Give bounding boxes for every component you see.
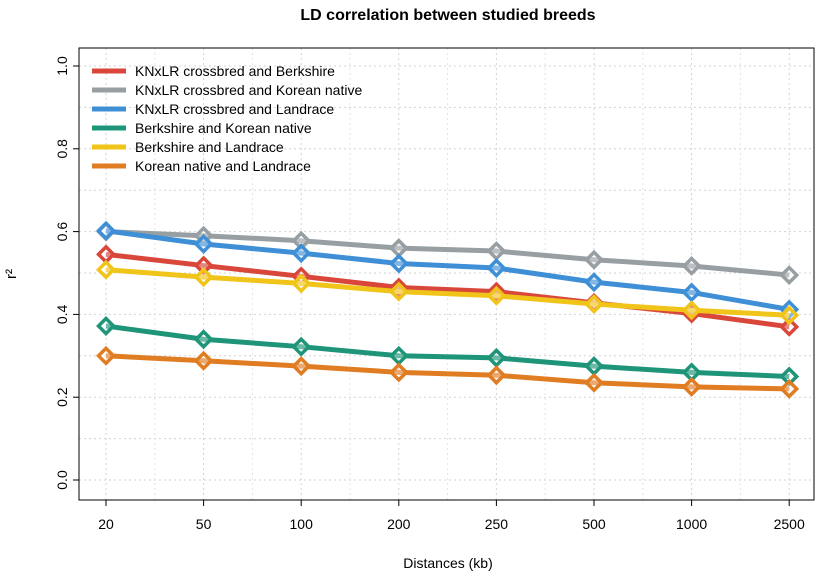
data-point — [96, 345, 116, 366]
data-point — [96, 220, 116, 241]
series — [96, 316, 800, 387]
axes: 0.0 0.2 0.4 0.6 0.8 1.0 20 50 100 200 250 500 1000 25… — [54, 56, 805, 532]
data-point — [486, 285, 507, 306]
legend: KNxLR crossbred and Berkshire KNxLR cross… — [92, 63, 362, 174]
data-point — [193, 329, 214, 350]
legend-label: KNxLR crossbred and Landrace — [135, 101, 334, 117]
data-point — [388, 345, 409, 366]
x-tick-label: 500 — [582, 516, 606, 532]
series — [96, 220, 800, 320]
data-point — [96, 244, 116, 265]
legend-item: Berkshire and Landrace — [92, 139, 284, 155]
data-point — [681, 300, 702, 321]
data-point — [388, 253, 409, 274]
data-point — [486, 347, 507, 368]
plot-frame — [78, 47, 815, 501]
series — [96, 221, 800, 286]
y-tick-label: 0.8 — [54, 139, 70, 159]
legend-label: Korean native and Landrace — [135, 158, 311, 174]
data-point — [486, 258, 507, 279]
legend-label: Berkshire and Korean native — [135, 120, 312, 136]
series-line — [105, 267, 790, 318]
legend-label: KNxLR crossbred and Berkshire — [135, 63, 335, 79]
series-layer — [96, 220, 800, 399]
legend-label: KNxLR crossbred and Korean native — [135, 82, 362, 98]
data-point — [681, 282, 702, 303]
data-point — [779, 305, 800, 326]
legend-item: KNxLR crossbred and Korean native — [92, 82, 362, 98]
legend-label: Berkshire and Landrace — [135, 139, 284, 155]
series-line — [105, 251, 790, 330]
data-point — [584, 372, 604, 393]
series-line — [105, 323, 790, 379]
legend-item: KNxLR crossbred and Landrace — [92, 101, 334, 117]
series-line — [105, 353, 790, 392]
data-point — [584, 294, 604, 315]
x-tick-label: 250 — [485, 516, 509, 532]
data-point — [779, 316, 800, 337]
chart-title: LD correlation between studied breeds — [300, 7, 595, 24]
legend-item: Korean native and Landrace — [92, 158, 311, 174]
data-point — [486, 365, 507, 386]
legend-item: KNxLR crossbred and Berkshire — [92, 63, 335, 79]
y-tick-label: 0.4 — [54, 304, 70, 324]
data-point — [388, 362, 409, 383]
y-tick-label: 0.0 — [54, 470, 70, 490]
data-point — [291, 230, 312, 251]
data-point — [779, 265, 800, 286]
data-point — [193, 350, 214, 371]
data-point — [388, 238, 409, 259]
data-point — [291, 243, 312, 264]
x-tick-label: 2500 — [774, 516, 805, 532]
data-point — [96, 259, 116, 280]
data-point — [486, 241, 507, 262]
data-point — [96, 316, 116, 336]
legend-item: Berkshire and Korean native — [92, 120, 312, 136]
x-tick-label: 100 — [290, 516, 314, 532]
data-point — [291, 273, 312, 294]
data-point — [193, 267, 214, 288]
data-point — [291, 356, 312, 377]
series — [96, 345, 800, 399]
data-point — [291, 336, 312, 357]
y-axis-label: r² — [3, 269, 20, 279]
data-point — [193, 234, 214, 254]
data-point — [779, 378, 800, 399]
data-point — [584, 249, 604, 270]
y-tick-label: 0.2 — [54, 387, 70, 407]
x-tick-label: 20 — [98, 516, 114, 532]
data-point — [388, 281, 409, 302]
data-point — [193, 255, 214, 276]
data-point — [779, 366, 800, 387]
x-axis-label: Distances (kb) — [403, 555, 492, 571]
series — [96, 259, 800, 326]
data-point — [584, 356, 604, 377]
x-tick-label: 1000 — [676, 516, 707, 532]
data-point — [681, 376, 702, 397]
x-tick-label: 200 — [387, 516, 411, 532]
series-line — [105, 228, 790, 312]
data-point — [681, 255, 702, 276]
data-point — [584, 272, 604, 293]
x-tick-label: 50 — [196, 516, 212, 532]
y-tick-label: 0.6 — [54, 222, 70, 242]
y-tick-label: 1.0 — [54, 56, 70, 76]
series-line — [105, 229, 790, 278]
